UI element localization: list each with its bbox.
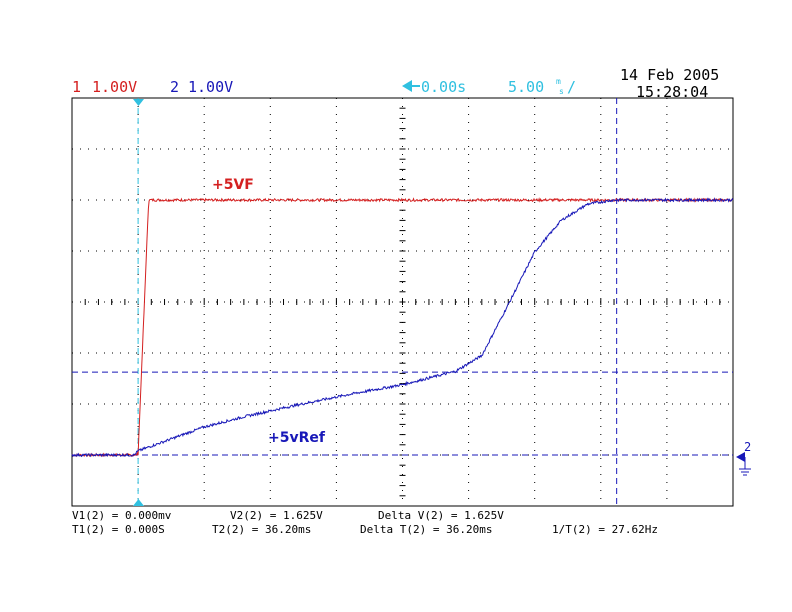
waveform-traces: [71, 197, 734, 458]
timebase-value: 5.00: [508, 78, 544, 96]
cursor-lines: [72, 98, 733, 506]
ch2-scale: 1.00V: [188, 78, 233, 96]
screen-border: [71, 97, 734, 507]
ground-channel-number: 2: [744, 440, 751, 454]
capture-time: 15:28:04: [636, 83, 708, 101]
delay-arrow-icon: [402, 80, 412, 92]
timebase-unit-top: m: [556, 77, 561, 86]
ch1-waveform: [71, 197, 734, 458]
ch2-number: 2: [170, 78, 179, 96]
trigger-point-bottom-icon: [133, 499, 144, 506]
capture-date: 14 Feb 2005: [620, 66, 719, 84]
timebase-suffix: /: [567, 78, 576, 96]
ch2-trace-label: +5vRef: [268, 430, 326, 446]
timebase-unit-bottom: s: [559, 87, 564, 96]
delay-value: 0.00s: [421, 78, 466, 96]
measurement-t2: T2(2) = 36.20ms: [212, 523, 311, 536]
ground-reference-icon: [736, 452, 751, 476]
measurement-t1: T1(2) = 0.000S: [72, 523, 165, 536]
trigger-point-top-icon: [133, 99, 144, 106]
measurement-delta-v: Delta V(2) = 1.625V: [378, 509, 504, 522]
ch1-scale: 1.00V: [92, 78, 137, 96]
graticule: [71, 97, 734, 507]
measurement-delta-t: Delta T(2) = 36.20ms: [360, 523, 492, 536]
measurement-v2: V2(2) = 1.625V: [230, 509, 323, 522]
ch1-trace-label: +5VF: [212, 177, 254, 193]
measurement-frequency: 1/T(2) = 27.62Hz: [552, 523, 658, 536]
measurement-v1: V1(2) = 0.000mv: [72, 509, 172, 522]
ch1-number: 1: [72, 78, 81, 96]
ch2-waveform: [71, 197, 734, 458]
